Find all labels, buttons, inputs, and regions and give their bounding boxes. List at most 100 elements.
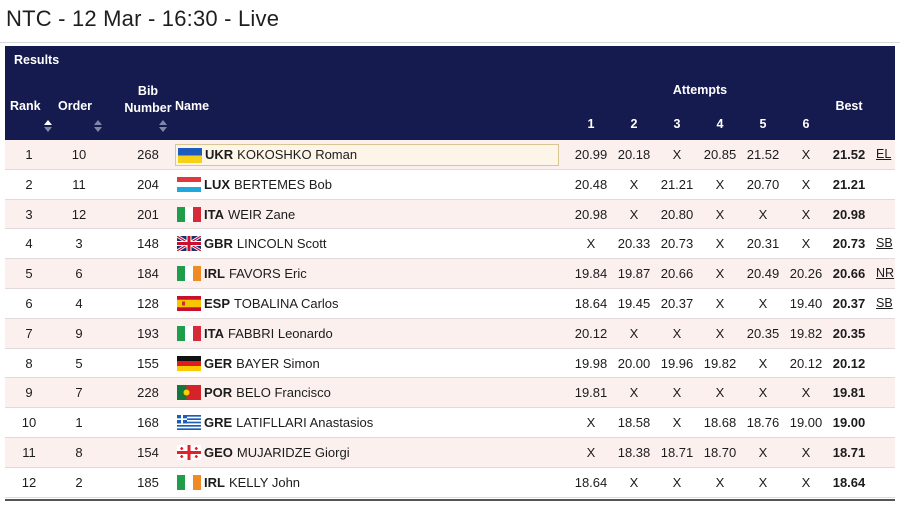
attempt-3-cell: 20.66	[660, 266, 694, 282]
athlete-cell[interactable]: UKR KOKOSHKO Roman	[175, 144, 559, 166]
best-mark-cell: 19.00	[832, 415, 866, 431]
athlete-cell[interactable]: LUX BERTEMES Bob	[175, 170, 559, 199]
attempt-6-cell: 19.00	[789, 415, 823, 431]
best-mark-cell: 19.81	[832, 385, 866, 401]
table-row[interactable]: 12 2 185 IRL KELLY John 18.64 X X X X X 18.64	[5, 467, 895, 498]
rank-column-header[interactable]: Rank	[10, 99, 41, 113]
order-column-header[interactable]: Order	[58, 99, 93, 113]
athlete-name[interactable]: FAVORS Eric	[228, 266, 307, 282]
athlete-name[interactable]: KOKOSHKO Roman	[237, 147, 358, 162]
athlete-cell[interactable]: ESP TOBALINA Carlos	[175, 289, 559, 318]
athlete-name[interactable]: MUJARIDZE Giorgi	[236, 444, 350, 460]
attempt-6-cell: X	[801, 474, 811, 490]
bib-number-cell: 154	[137, 444, 159, 460]
bib-sort-icon[interactable]	[158, 119, 168, 133]
record-badge[interactable]: SB	[876, 236, 893, 251]
athlete-cell[interactable]: IRL FAVORS Eric	[175, 259, 559, 288]
bib-number-cell: 128	[137, 295, 159, 311]
ireland-flag-icon	[177, 266, 201, 282]
attempt-1-cell: 18.64	[574, 474, 608, 490]
best-mark-cell: 21.52	[832, 147, 866, 162]
rank-cell: 4	[25, 236, 33, 252]
athlete-cell[interactable]: GER BAYER Simon	[175, 349, 559, 378]
table-row[interactable]: 1 10 268 UKR KOKOSHKO Roman 20.99 20.18 X 20.85 2…	[5, 140, 895, 170]
rank-cell: 3	[25, 206, 33, 222]
attempt-5-cell: 20.31	[746, 236, 780, 252]
athlete-name[interactable]: KELLY John	[228, 474, 301, 490]
attempt-2-cell: 19.45	[617, 295, 651, 311]
athlete-cell[interactable]: POR BELO Francisco	[175, 378, 559, 407]
attempt-6-cell: X	[801, 444, 811, 460]
attempt-6-cell: 20.12	[789, 355, 823, 371]
attempt-6-cell: 19.40	[789, 295, 823, 311]
table-row[interactable]: 7 9 193 ITA FABBRI Leonardo 20.12 X X X 20.35 19.8…	[5, 318, 895, 349]
rank-cell: 10	[21, 415, 37, 431]
rank-cell: 8	[25, 355, 33, 371]
attempt-5-cell: X	[758, 444, 768, 460]
country-code: ITA	[204, 325, 224, 341]
rank-cell: 7	[25, 325, 33, 341]
table-row[interactable]: 8 5 155 GER BAYER Simon 19.98 20.00 19.96 19.82 X…	[5, 348, 895, 379]
athlete-cell[interactable]: ITA FABBRI Leonardo	[175, 319, 559, 348]
athlete-cell[interactable]: ITA WEIR Zane	[175, 200, 559, 229]
bib-number-column-header[interactable]: Bib Number	[124, 84, 172, 115]
athlete-name[interactable]: FABBRI Leonardo	[227, 325, 333, 341]
attempt-1-cell: 19.84	[574, 266, 608, 282]
order-cell: 6	[75, 266, 83, 282]
attempt-1-cell: 19.81	[574, 385, 608, 401]
attempts-column-header: Attempts	[672, 83, 728, 97]
athlete-cell[interactable]: GRE LATIFLLARI Anastasios	[175, 408, 559, 437]
rank-sort-icon[interactable]	[43, 119, 53, 133]
table-row[interactable]: 11 8 154 GEO MUJARIDZE Giorgi X 18.38 18.71 18.7…	[5, 437, 895, 468]
attempt-3-cell: 21.21	[660, 176, 694, 192]
attempt-3-cell: X	[672, 415, 682, 431]
ukraine-flag-icon	[178, 147, 202, 163]
record-badge[interactable]: NR	[876, 266, 895, 281]
attempt-2-cell: 20.33	[617, 236, 651, 252]
attempt-3-cell: 20.80	[660, 206, 694, 222]
athlete-cell[interactable]: GBR LINCOLN Scott	[175, 229, 559, 258]
table-row[interactable]: 9 7 228 POR BELO Francisco 19.81 X X X X X 19.81	[5, 378, 895, 409]
attempt-4-cell: 20.85	[703, 147, 737, 162]
best-mark-cell: 20.37	[832, 295, 866, 311]
athlete-name[interactable]: TOBALINA Carlos	[234, 295, 339, 311]
order-cell: 1	[75, 415, 83, 431]
athlete-name[interactable]: LINCOLN Scott	[236, 236, 327, 252]
table-row[interactable]: 2 11 204 LUX BERTEMES Bob 20.48 X 21.21 X 20.70 X 2…	[5, 169, 895, 200]
attempt-4-cell: 19.82	[703, 355, 737, 371]
attempt-4-cell: X	[715, 206, 725, 222]
athlete-name[interactable]: BAYER Simon	[236, 355, 320, 371]
attempt-5-cell: X	[758, 474, 768, 490]
portugal-flag-icon	[177, 385, 201, 401]
germany-flag-icon	[177, 355, 201, 371]
table-row[interactable]: 4 3 148 GBR LINCOLN Scott X 20.33 20.73 X 20.31 X 2…	[5, 229, 895, 260]
order-cell: 3	[75, 236, 83, 252]
athlete-name[interactable]: WEIR Zane	[227, 206, 296, 222]
italy-flag-icon	[177, 206, 201, 222]
attempt-4-cell: X	[715, 295, 725, 311]
country-code: ITA	[204, 206, 224, 222]
athlete-name[interactable]: LATIFLLARI Anastasios	[236, 415, 374, 431]
attempt-2-cell: 18.38	[617, 444, 651, 460]
record-badge[interactable]: SB	[876, 295, 893, 310]
table-row[interactable]: 10 1 168 GRE LATIFLLARI Anastasios X 18.58 X 18.…	[5, 408, 895, 438]
attempt-5-cell: X	[758, 385, 768, 401]
table-row[interactable]: 5 6 184 IRL FAVORS Eric 19.84 19.87 20.66 X 20.49…	[5, 259, 895, 289]
athlete-cell[interactable]: GEO MUJARIDZE Giorgi	[175, 438, 559, 467]
results-table: Results Rank Order Bib Number Name Attem…	[5, 46, 895, 498]
attempt-1-cell: 20.48	[574, 176, 608, 192]
athlete-cell[interactable]: IRL KELLY John	[175, 468, 559, 497]
attempt-4-cell: 18.70	[703, 444, 737, 460]
attempt-5-cell: 18.76	[746, 415, 780, 431]
rank-cell: 5	[25, 266, 33, 282]
results-section-label: Results	[14, 53, 60, 67]
country-code: GRE	[204, 415, 233, 431]
country-code: GEO	[204, 444, 233, 460]
table-row[interactable]: 3 12 201 ITA WEIR Zane 20.98 X 20.80 X X X 20.98	[5, 199, 895, 230]
table-row[interactable]: 6 4 128 ESP TOBALINA Carlos 18.64 19.45 20.37 X X…	[5, 288, 895, 319]
bib-number-cell: 193	[137, 325, 159, 341]
athlete-name[interactable]: BERTEMES Bob	[234, 176, 333, 192]
athlete-name[interactable]: BELO Francisco	[236, 385, 331, 401]
record-badge[interactable]: EL	[876, 147, 892, 161]
order-sort-icon[interactable]	[93, 119, 103, 133]
